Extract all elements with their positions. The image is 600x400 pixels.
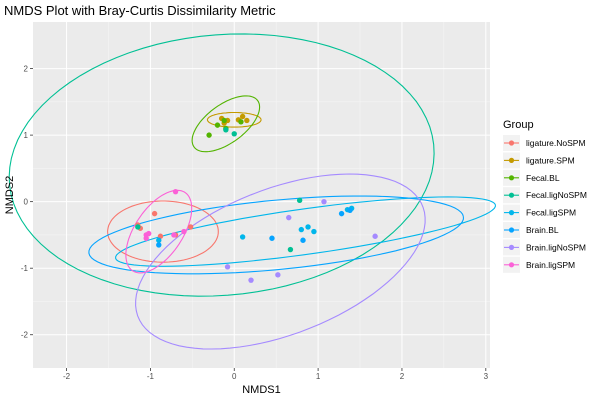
legend-label: Brain.ligNoSPM <box>526 242 586 252</box>
data-point <box>231 131 237 137</box>
data-point <box>206 132 212 138</box>
x-axis-title: NMDS1 <box>242 384 281 396</box>
legend-key-point <box>508 227 515 233</box>
x-tick-label: 2 <box>400 372 405 381</box>
data-point <box>269 235 275 241</box>
data-point <box>298 226 305 233</box>
ellipse-ligature-nospm <box>107 200 219 263</box>
x-tick-label: 1 <box>316 372 321 381</box>
x-tick-label: 0 <box>232 372 237 381</box>
y-tick-label: -1 <box>21 264 29 273</box>
data-point <box>287 246 294 253</box>
legend-title: Group <box>503 119 534 131</box>
data-point <box>221 117 227 124</box>
data-point <box>135 224 141 230</box>
data-point <box>172 188 179 195</box>
legend-key-point <box>508 157 515 163</box>
legend: Group ligature.NoSPM ligature.SPM Fecal.BL… <box>503 119 587 273</box>
y-tick-label: -2 <box>21 331 29 340</box>
data-point <box>311 228 317 235</box>
axes: -2 -1 0 1 2 3 -2 -1 0 1 2 <box>21 65 489 381</box>
data-point <box>248 277 254 283</box>
legend-key-point <box>508 244 515 250</box>
ellipse-brain-bl <box>88 195 464 275</box>
legend-label: ligature.SPM <box>526 155 575 165</box>
data-point <box>151 210 158 217</box>
data-point <box>372 233 378 239</box>
legend-label: Brain.BL <box>526 225 559 235</box>
ellipse-fecal-ligspm <box>115 196 497 267</box>
x-tick-label: 3 <box>484 372 489 381</box>
data-point <box>171 232 177 238</box>
y-axis-title: NMDS2 <box>4 176 16 215</box>
data-point <box>224 264 231 270</box>
ellipse-ligature-spm <box>206 111 262 128</box>
data-point <box>305 224 311 230</box>
legend-label: Fecal.ligSPM <box>526 208 576 218</box>
plot-panel <box>33 22 490 368</box>
legend-key-point <box>508 175 515 181</box>
data-point <box>275 272 281 278</box>
data-point <box>239 113 246 120</box>
data-point <box>338 210 345 217</box>
x-tick-label: -2 <box>63 372 71 381</box>
y-tick-label: 0 <box>24 198 29 207</box>
legend-label: Fecal.BL <box>526 173 560 183</box>
data-point <box>181 228 187 235</box>
ellipse-fecal-bl <box>191 95 261 153</box>
data-point <box>244 117 250 124</box>
x-tick-label: -1 <box>147 372 155 381</box>
data-point <box>239 234 246 240</box>
legend-label: Fecal.ligNoSPM <box>526 190 587 200</box>
data-point <box>238 119 244 125</box>
data-point <box>156 237 162 243</box>
y-tick-label: 2 <box>24 65 29 74</box>
legend-label: Brain.ligSPM <box>526 260 575 270</box>
data-point <box>347 207 353 214</box>
legend-key-point <box>508 140 515 146</box>
legend-key-point <box>508 192 515 198</box>
data-point <box>214 122 221 128</box>
y-tick-label: 1 <box>24 131 29 140</box>
points <box>135 113 378 283</box>
legend-label: ligature.NoSPM <box>526 138 586 148</box>
data-point <box>286 214 292 221</box>
chart-title: NMDS Plot with Bray-Curtis Dissimilarity… <box>4 3 276 18</box>
ellipse-brain-lignospm <box>135 173 426 350</box>
data-point <box>187 224 194 230</box>
data-point <box>321 198 327 205</box>
data-point <box>156 242 162 248</box>
data-point <box>296 197 303 204</box>
data-point <box>300 237 306 243</box>
legend-key-point <box>508 262 515 268</box>
ellipse-fecal-lignospm <box>8 33 435 297</box>
legend-key-point <box>508 210 515 216</box>
data-point <box>146 230 152 237</box>
data-point <box>223 127 229 133</box>
ellipses <box>8 33 497 350</box>
ellipse-brain-ligspm <box>125 189 193 274</box>
